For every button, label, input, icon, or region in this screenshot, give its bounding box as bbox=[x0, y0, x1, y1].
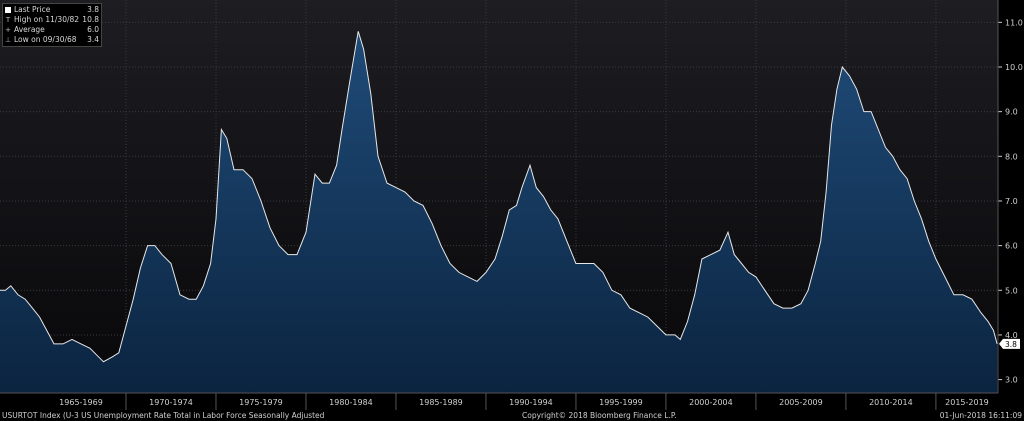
high-marker-icon: T bbox=[5, 16, 11, 24]
legend-row-last-price: Last Price 3.8 bbox=[5, 5, 99, 15]
x-tick-label: 1975-1979 bbox=[239, 398, 283, 407]
x-tick-label: 1990-1994 bbox=[509, 398, 553, 407]
axis-panel-bottom bbox=[0, 393, 1024, 410]
x-tick-label: 1965-1969 bbox=[59, 398, 103, 407]
y-tick-label: 6.0 bbox=[1005, 242, 1018, 251]
y-tick-label: 10.0 bbox=[1005, 63, 1023, 72]
legend-label: High on 11/30/82 bbox=[14, 15, 80, 24]
x-axis-ticks: 1965-1969 1970-1974 1975-1979 1980-1984 1985… bbox=[0, 392, 998, 410]
legend-row-average: + Average 6.0 bbox=[5, 25, 99, 35]
last-price-tag-shape bbox=[999, 338, 1020, 349]
x-tick-label: 1980-1984 bbox=[329, 398, 373, 407]
y-tick-label: 4.0 bbox=[1005, 331, 1018, 340]
y-tick-label: 7.0 bbox=[1005, 197, 1018, 206]
x-tick-label: 1985-1989 bbox=[419, 398, 463, 407]
unemployment-area-chart: 3.04.05.06.07.08.09.010.011.0 1965-1969 1… bbox=[0, 0, 1024, 410]
x-tick-label: 2000-2004 bbox=[689, 398, 733, 407]
legend-label: Average bbox=[14, 25, 45, 34]
x-tick-label: 1995-1999 bbox=[599, 398, 643, 407]
legend-row-high: T High on 11/30/82 10.8 bbox=[5, 15, 99, 25]
legend-value: 10.8 bbox=[82, 15, 99, 24]
footer-timestamp: 01-Jun-2018 16:11:09 bbox=[939, 411, 1022, 420]
y-tick-label: 3.0 bbox=[1005, 376, 1018, 385]
legend: Last Price 3.8 T High on 11/30/82 10.8 + A… bbox=[2, 3, 102, 47]
footer-bar: USURTOT Index (U-3 US Unemployment Rate … bbox=[0, 410, 1024, 421]
y-tick-label: 5.0 bbox=[1005, 286, 1018, 295]
x-tick-label: 2010-2014 bbox=[869, 398, 913, 407]
y-tick-label: 9.0 bbox=[1005, 108, 1018, 117]
average-marker-icon: + bbox=[5, 26, 11, 34]
last-price-tag-label: 3.8 bbox=[1005, 340, 1017, 349]
y-axis-ticks: 3.0 4.0 5.0 6.0 7.0 8.0 9.0 10.0 11.0 bbox=[997, 0, 1023, 393]
legend-row-low: ⊥ Low on 09/30/68 3.4 bbox=[5, 35, 99, 45]
legend-value: 6.0 bbox=[87, 25, 99, 34]
footer-index-description: USURTOT Index (U-3 US Unemployment Rate … bbox=[2, 411, 325, 420]
square-marker-icon bbox=[5, 7, 11, 13]
legend-label: Last Price bbox=[14, 5, 51, 14]
legend-label: Low on 09/30/68 bbox=[14, 35, 77, 44]
x-tick-label: 2005-2009 bbox=[779, 398, 823, 407]
low-marker-icon: ⊥ bbox=[5, 36, 12, 44]
legend-value: 3.4 bbox=[87, 35, 99, 44]
unemployment-area bbox=[0, 31, 998, 394]
x-tick-label: 2015-2019 bbox=[945, 398, 989, 407]
legend-value: 3.8 bbox=[87, 5, 99, 14]
y-tick-label: 8.0 bbox=[1005, 152, 1018, 161]
unemployment-line bbox=[0, 31, 998, 363]
footer-copyright: Copyright© 2018 Bloomberg Finance L.P. bbox=[522, 411, 677, 420]
x-tick-label: 1970-1974 bbox=[149, 398, 193, 407]
y-tick-label: 11.0 bbox=[1005, 18, 1023, 27]
last-price-tag: 3.8 bbox=[999, 338, 1020, 349]
